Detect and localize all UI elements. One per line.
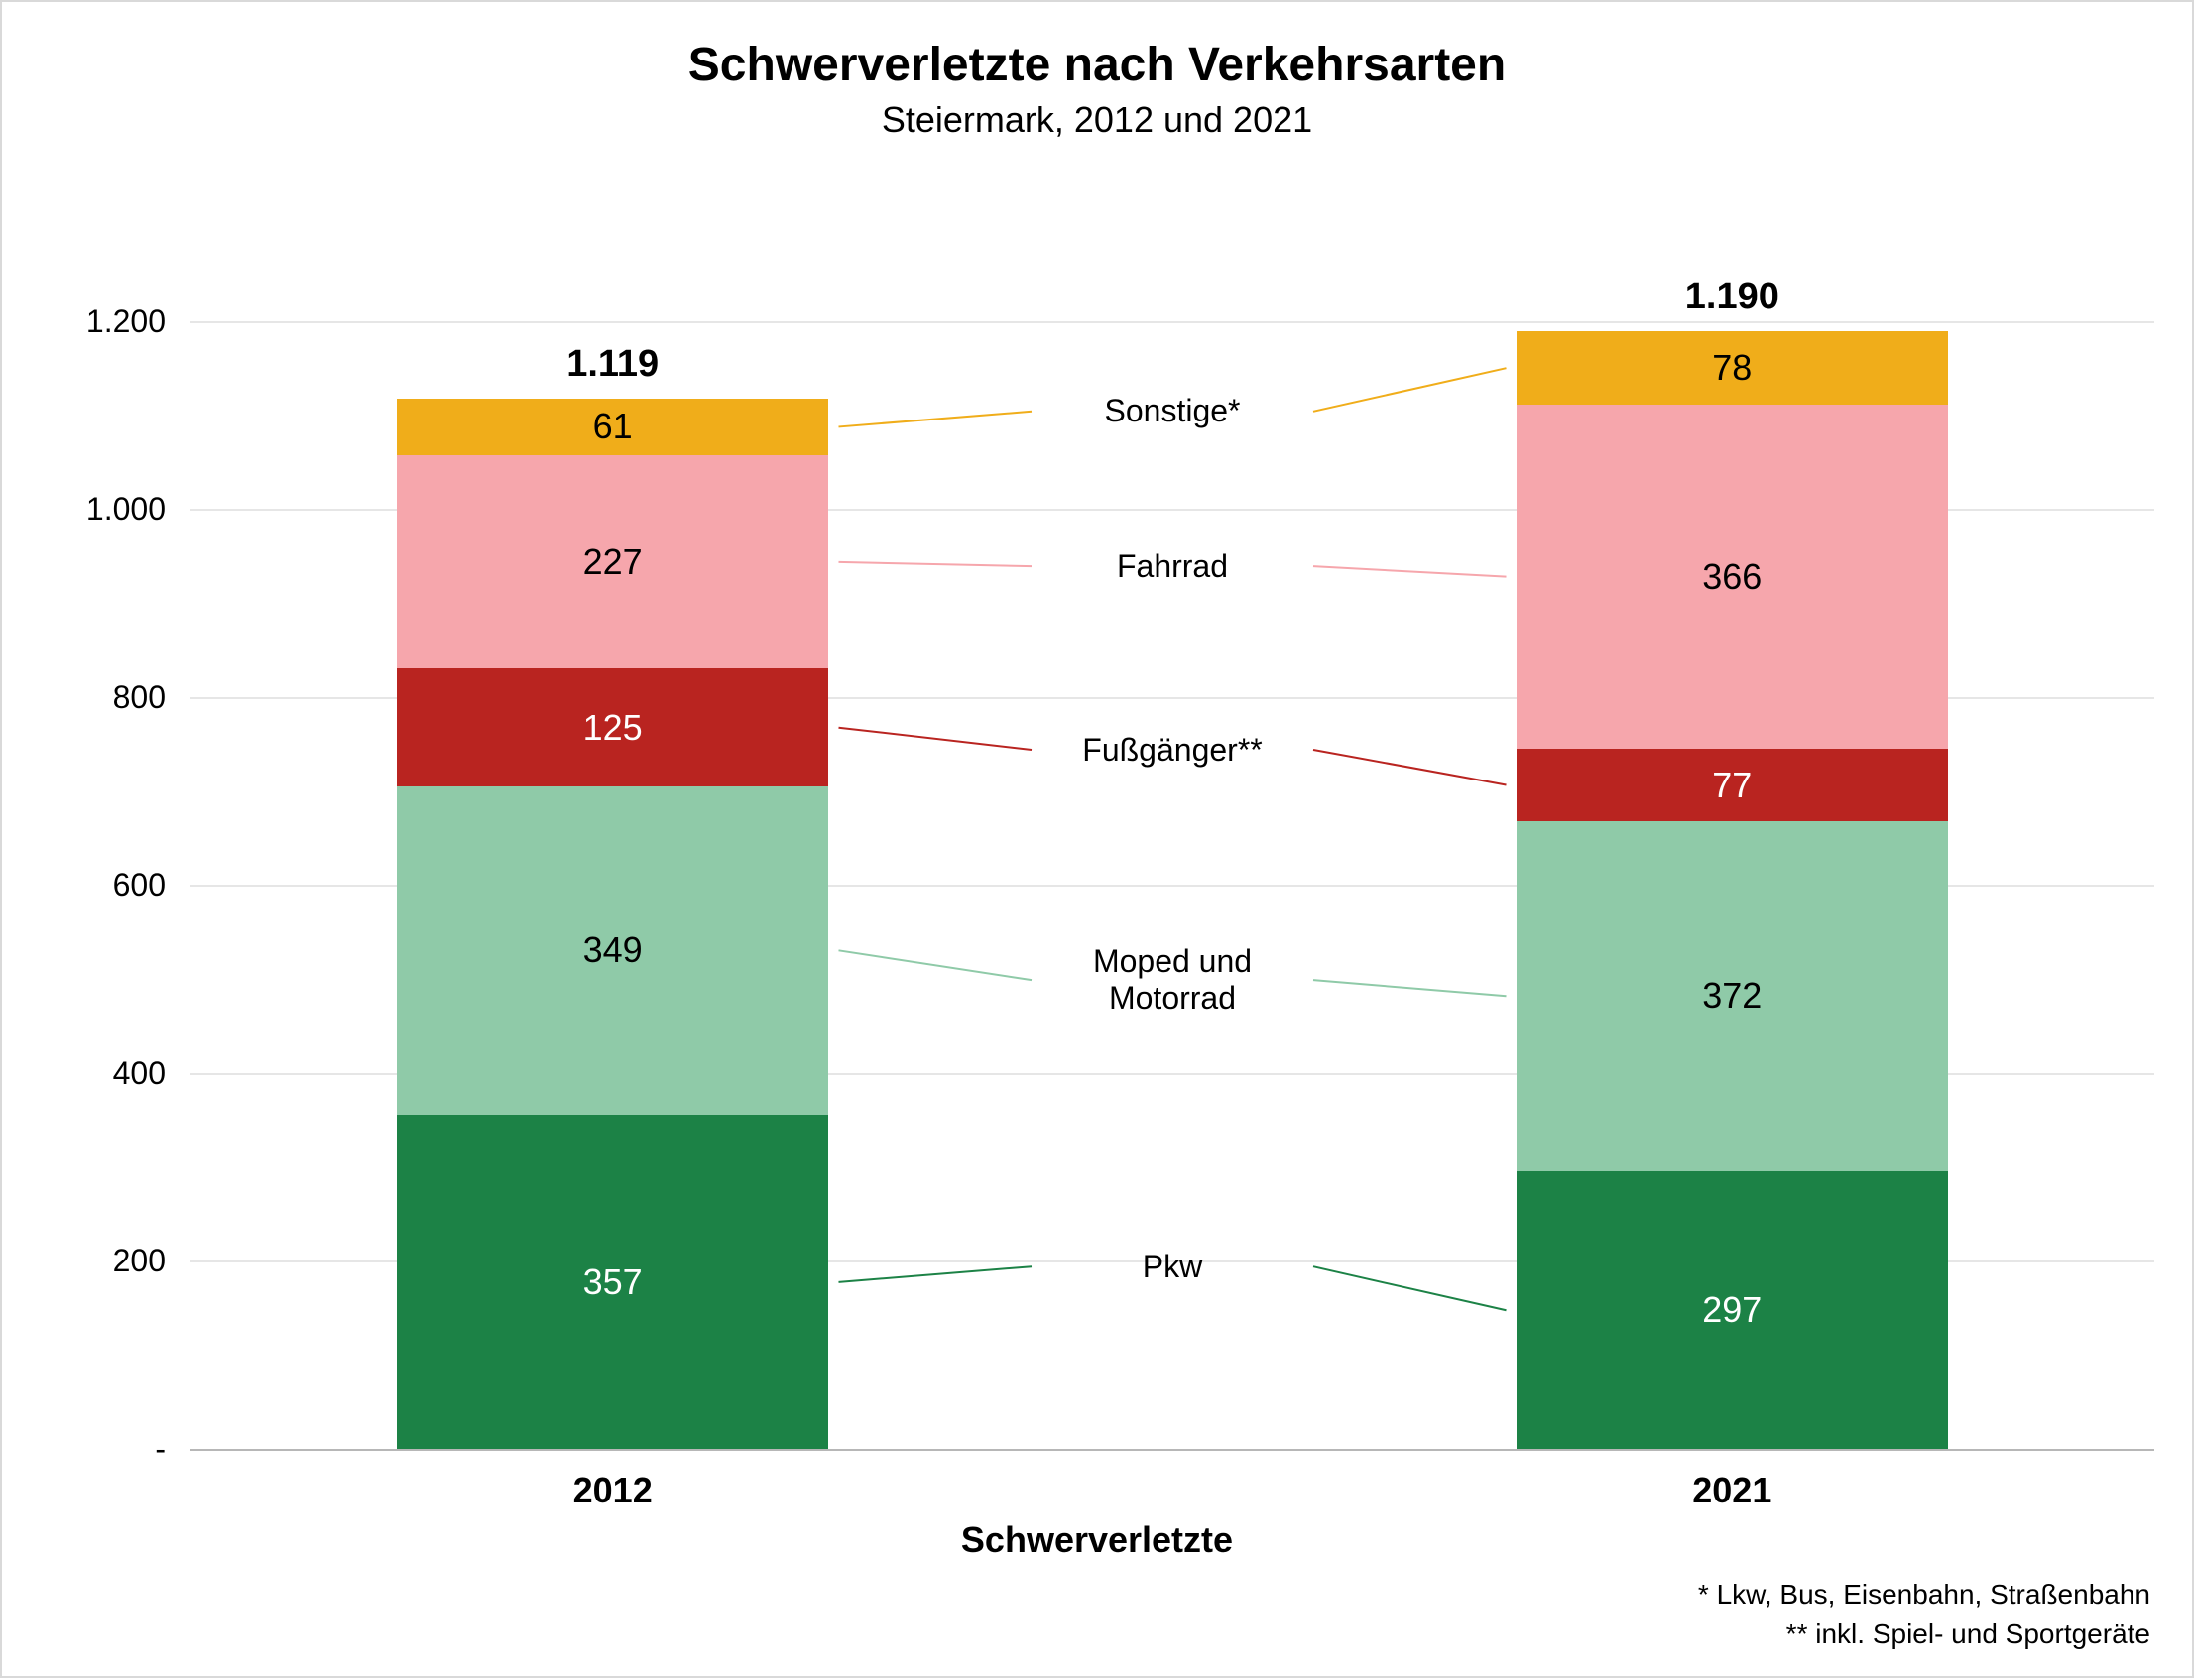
y-tick-label: 600 [2,867,166,903]
y-tick-label: - [2,1431,166,1468]
series-label-fahrrad: Fahrrad [1043,548,1301,585]
series-label-fuss: Fußgänger** [1043,732,1301,769]
chart-subtitle: Steiermark, 2012 und 2021 [2,99,2192,141]
bar-segment-pkw: 297 [1517,1171,1949,1450]
series-label-pkw: Pkw [1043,1249,1301,1285]
bar-segment-fahrrad: 227 [397,455,829,668]
footnote: ** inkl. Spiel- und Sportgeräte [1786,1619,2150,1650]
series-label-moped: Moped undMotorrad [1043,943,1301,1017]
y-tick-label: 400 [2,1055,166,1092]
bar-segment-sonstige: 61 [397,399,829,456]
y-tick-label: 200 [2,1243,166,1279]
series-label-sonstige: Sonstige* [1043,393,1301,429]
bar-segment-value: 372 [1702,975,1762,1017]
bar-column: 357 349 125 227 61 [397,399,829,1450]
x-axis-title: Schwerverletzte [2,1519,2192,1561]
bar-segment-fuss: 77 [1517,749,1949,821]
y-gridline [190,321,2154,323]
bar-segment-value: 61 [593,406,633,447]
bar-segment-value: 125 [583,707,643,749]
footnote: * Lkw, Bus, Eisenbahn, Straßenbahn [1698,1579,2150,1611]
bar-column: 297 372 77 366 78 [1517,331,1949,1450]
x-axis-baseline [190,1449,2154,1451]
chart-frame: Schwerverletzte nach Verkehrsarten Steie… [0,0,2194,1678]
bar-segment-value: 227 [583,541,643,583]
bar-segment-value: 77 [1712,765,1752,806]
bar-segment-value: 349 [583,929,643,971]
bar-segment-value: 357 [583,1261,643,1303]
bar-segment-value: 78 [1712,347,1752,389]
bar-segment-sonstige: 78 [1517,331,1949,405]
bar-segment-pkw: 357 [397,1115,829,1450]
bar-segment-fuss: 125 [397,668,829,785]
bar-total-label: 1.119 [397,343,829,386]
bar-segment-fahrrad: 366 [1517,405,1949,749]
bar-segment-moped: 372 [1517,821,1949,1171]
x-category-label: 2012 [397,1470,829,1511]
bar-segment-moped: 349 [397,786,829,1115]
chart-title: Schwerverletzte nach Verkehrsarten [2,38,2192,92]
bar-segment-value: 366 [1702,556,1762,598]
bar-segment-value: 297 [1702,1289,1762,1331]
y-tick-label: 1.000 [2,491,166,528]
y-tick-label: 1.200 [2,303,166,340]
x-category-label: 2021 [1517,1470,1949,1511]
y-tick-label: 800 [2,679,166,716]
bar-total-label: 1.190 [1517,276,1949,318]
